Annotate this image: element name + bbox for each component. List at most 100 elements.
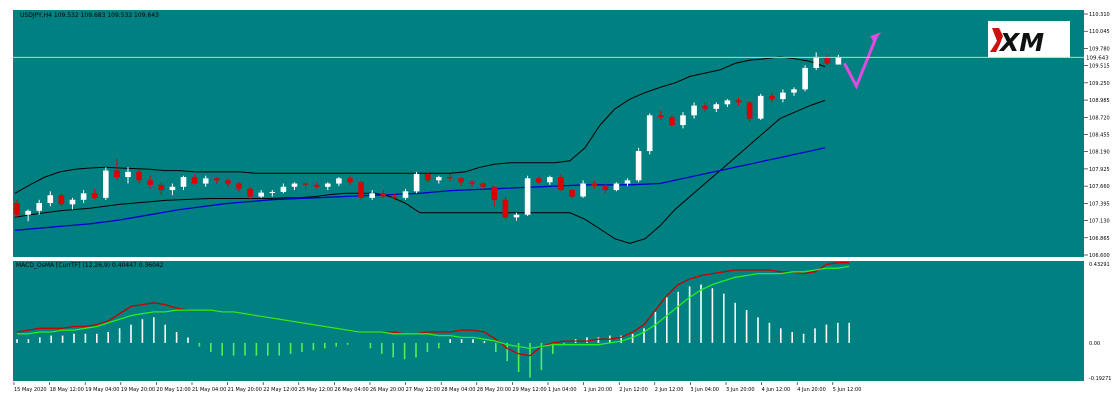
x-tick-label: 3 Jun 04:00 (690, 387, 719, 393)
candle (535, 177, 542, 184)
candle-body (158, 184, 165, 191)
candle (413, 171, 420, 194)
candle (36, 199, 42, 215)
candle (402, 188, 409, 200)
candle-body (91, 193, 98, 198)
candle-body (258, 192, 264, 197)
candle-body (58, 195, 65, 205)
candle (513, 212, 520, 221)
x-tick-label: 26 May 20:00 (370, 387, 404, 393)
y-tick-label: 110.045 (1089, 29, 1110, 35)
candle (580, 180, 586, 198)
x-tick-label: 19 May 04:00 (85, 387, 119, 393)
candle-body (69, 199, 76, 205)
price-axis: 110.310 110.045 109.780 109.515 109.250 108.9… (1084, 12, 1110, 259)
macd-lines (16, 262, 850, 357)
x-tick-label: 2 Jun 12:00 (619, 387, 648, 393)
candle (313, 182, 320, 189)
candle (702, 102, 708, 113)
candle (635, 147, 642, 183)
candle-body (280, 186, 287, 192)
candle-body (658, 115, 664, 118)
osc-tick-label: -0.19271 (1089, 376, 1111, 382)
candle-body (702, 105, 708, 109)
x-tick-label: 15 May 2020 (14, 387, 47, 393)
candle (202, 175, 209, 187)
candle (680, 112, 686, 129)
candle (336, 177, 342, 187)
y-tick-label: 109.780 (1089, 46, 1110, 52)
candle (669, 115, 675, 127)
candle-body (635, 151, 642, 181)
y-tick-label: 108.190 (1089, 150, 1110, 156)
candle (502, 196, 509, 220)
candle (80, 190, 87, 204)
candle (147, 175, 153, 189)
candle (591, 180, 597, 189)
x-tick-label: 21 May 04:00 (192, 387, 226, 393)
candle-body (47, 195, 54, 204)
candle-body (724, 100, 731, 105)
bollinger-bands (14, 56, 826, 244)
candle-body (202, 178, 209, 184)
symbol-header: USDJPY,H4 109.532 109.683 109.532 109.64… (20, 12, 159, 19)
x-tick-label: 27 May 12:00 (406, 387, 440, 393)
candle-body (36, 203, 42, 211)
y-tick-label: 107.395 (1089, 201, 1110, 207)
x-tick-label: 22 May 12:00 (263, 387, 297, 393)
candle (780, 89, 786, 103)
candle (380, 190, 387, 198)
y-tick-label: 106.865 (1089, 236, 1110, 242)
candle (436, 175, 442, 184)
candle-body (691, 105, 697, 116)
candle-body (624, 180, 631, 184)
current-price-label: 109.643 (1086, 55, 1109, 61)
candle-body (247, 188, 253, 197)
candle (269, 190, 276, 197)
candle-body (291, 183, 298, 187)
candle-body (513, 214, 520, 218)
candle (658, 110, 664, 120)
candle-body (613, 183, 620, 191)
candle (291, 182, 298, 191)
oscillator-area[interactable] (13, 261, 1084, 381)
candle (480, 182, 486, 191)
x-tick-label: 20 May 12:00 (156, 387, 190, 393)
candle (569, 188, 575, 198)
candle (347, 175, 353, 185)
candle-body (680, 115, 686, 126)
arrow-head-icon (870, 32, 882, 43)
candle-body (835, 57, 842, 65)
candle-body (569, 190, 575, 197)
y-tick-label: 108.985 (1089, 98, 1110, 104)
band-upper (14, 56, 826, 194)
candle-body (791, 89, 797, 93)
candle-body (524, 178, 531, 215)
candle-body (769, 95, 775, 100)
candle-body (547, 177, 553, 183)
candle (691, 102, 697, 119)
x-tick-label: 4 Jun 12:00 (762, 387, 791, 393)
x-tick-label: 1 Jun 04:00 (548, 387, 577, 393)
candle (547, 175, 553, 185)
candle-body (480, 183, 486, 187)
candle-body (302, 183, 309, 185)
candle-body (735, 100, 742, 103)
candle-body (502, 199, 509, 218)
candle-body (80, 193, 87, 200)
main-chart-area[interactable] (13, 10, 1084, 257)
candle-body (535, 178, 542, 183)
candle-body (191, 177, 198, 184)
candle-body (580, 183, 586, 197)
candle (103, 167, 109, 200)
candle-body (380, 193, 387, 197)
y-tick-label: 107.130 (1089, 219, 1110, 225)
candle-body (646, 115, 653, 152)
time-axis: 15 May 2020 18 May 12:00 19 May 04:00 19 Ma… (13, 382, 861, 393)
candle-body (757, 95, 764, 119)
candle-body (602, 186, 609, 191)
candle (158, 182, 165, 196)
candle-body (369, 193, 375, 198)
band-lower (14, 99, 826, 244)
